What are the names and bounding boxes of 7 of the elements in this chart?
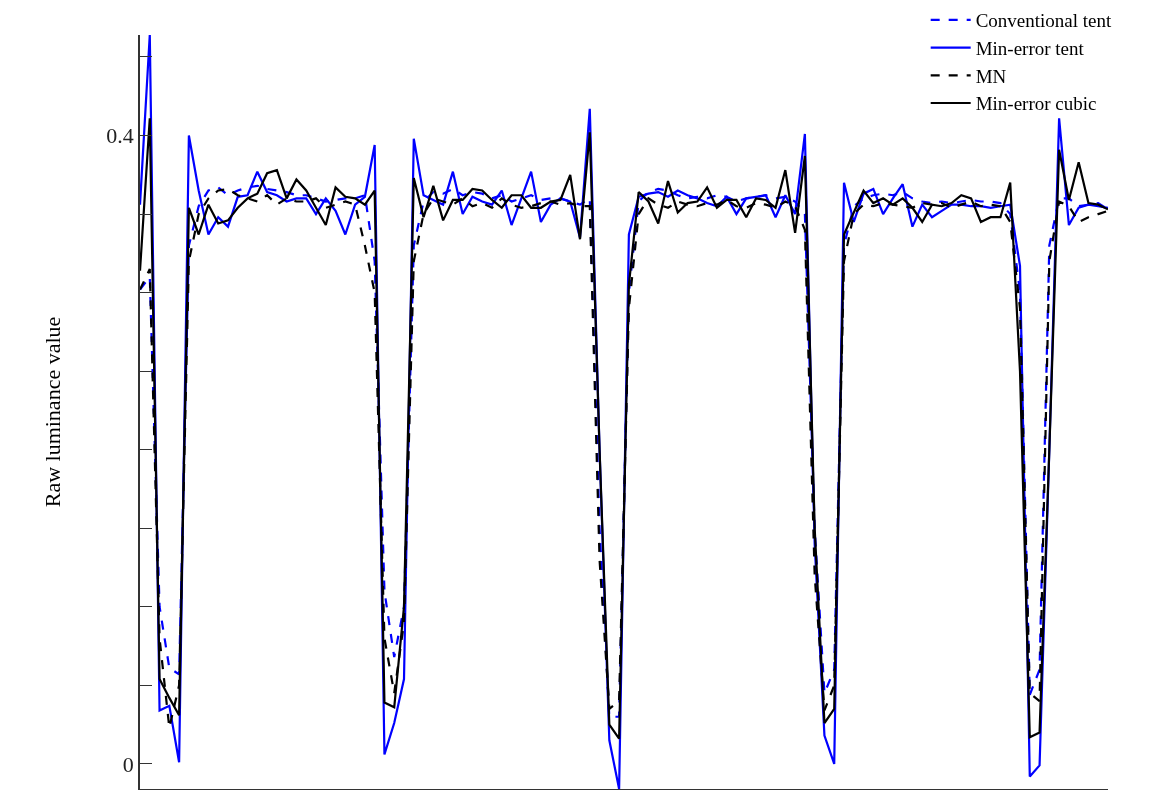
y-axis-title: Raw luminance value — [39, 316, 65, 508]
y-tick-label: 0 — [122, 751, 134, 777]
y-tick-label: 0.4 — [106, 123, 134, 149]
legend-label: Conventional tent — [975, 10, 1113, 32]
legend-label: Min-error cubic — [975, 93, 1097, 115]
legend-label: Min-error tent — [975, 38, 1085, 60]
legend-label: MN — [975, 65, 1007, 87]
